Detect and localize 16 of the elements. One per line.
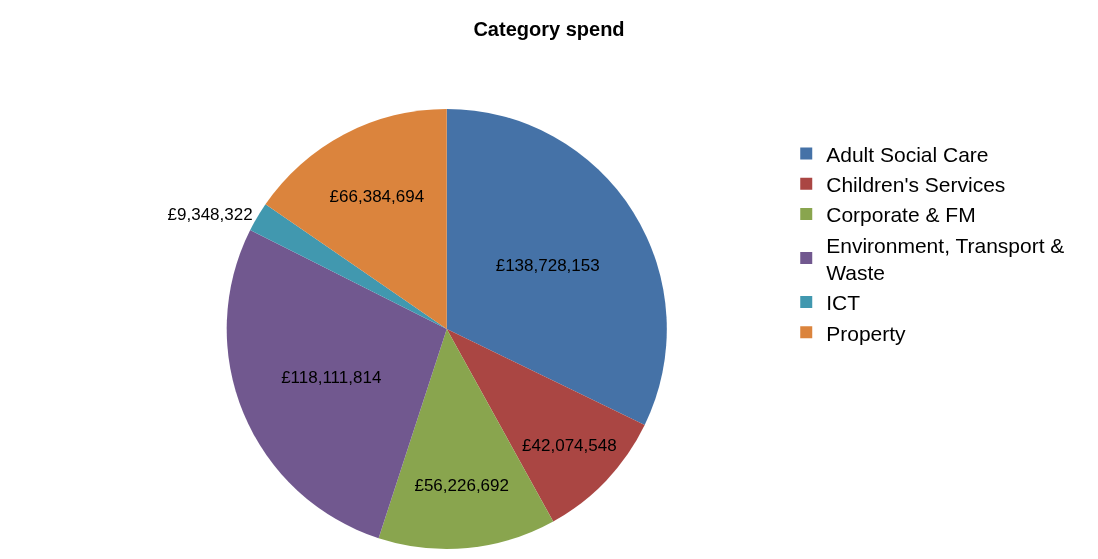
data-label: £9,348,322 <box>167 204 253 224</box>
legend-label: Corporate & FM <box>826 203 976 227</box>
pie-slice <box>265 108 447 329</box>
data-label: £42,074,548 <box>522 435 617 455</box>
data-label: £138,728,153 <box>495 256 600 276</box>
legend-label: Environment, Transport & Waste <box>826 233 1065 284</box>
pie-slice <box>446 108 667 426</box>
legend-label: Property <box>826 321 907 345</box>
legend-label: ICT <box>826 291 861 315</box>
legend-label: Children's Services <box>826 172 1006 196</box>
chart-title: Category spend <box>473 18 625 41</box>
pie-slice <box>250 204 447 329</box>
data-label: £66,384,694 <box>329 186 425 206</box>
data-label: £118,111,814 <box>281 367 382 387</box>
data-label: £56,226,692 <box>414 476 509 496</box>
legend-label: Adult Social Care <box>826 142 989 166</box>
